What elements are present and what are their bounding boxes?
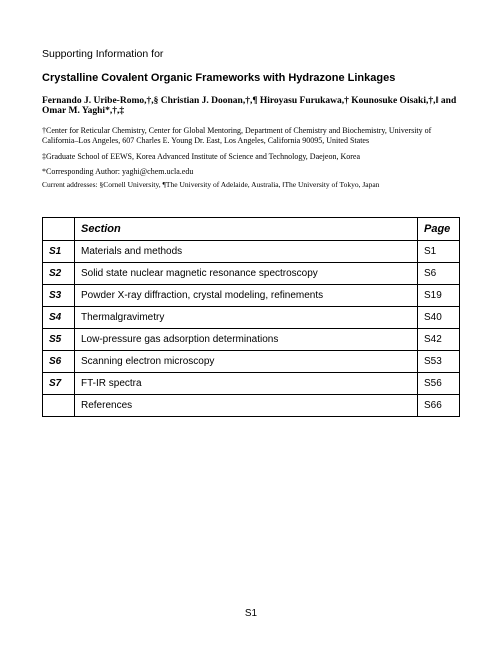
corresponding-author: *Corresponding Author: yaghi@chem.ucla.e… [42,167,460,176]
toc-table: Section Page S1 Materials and methods S1… [42,217,460,417]
toc-row-id: S4 [43,307,75,329]
toc-row-id [43,395,75,417]
toc-row: References S66 [43,395,460,417]
toc-row-id: S7 [43,373,75,395]
toc-row: S2 Solid state nuclear magnetic resonanc… [43,263,460,285]
toc-row-page: S53 [418,351,460,373]
toc-row-section: Low-pressure gas adsorption determinatio… [75,329,418,351]
affiliation-2: ‡Graduate School of EEWS, Korea Advanced… [42,152,460,162]
toc-row-id: S1 [43,241,75,263]
toc-header-row: Section Page [43,218,460,241]
toc-row-page: S1 [418,241,460,263]
toc-row-page: S6 [418,263,460,285]
toc-row-id: S2 [43,263,75,285]
toc-row-section: References [75,395,418,417]
toc-row-section: FT-IR spectra [75,373,418,395]
toc-row-section: Materials and methods [75,241,418,263]
toc-row-id: S5 [43,329,75,351]
page-number: S1 [245,608,257,619]
toc-row: S4 Thermalgravimetry S40 [43,307,460,329]
toc-row-section: Solid state nuclear magnetic resonance s… [75,263,418,285]
toc-row-id: S6 [43,351,75,373]
toc-row: S3 Powder X-ray diffraction, crystal mod… [43,285,460,307]
toc-row: S6 Scanning electron microscopy S53 [43,351,460,373]
affiliation-1: †Center for Reticular Chemistry, Center … [42,126,460,147]
authors: Fernando J. Uribe-Romo,†,§ Christian J. … [42,96,460,116]
toc-row-id: S3 [43,285,75,307]
toc-row-section: Thermalgravimetry [75,307,418,329]
toc-row-section: Scanning electron microscopy [75,351,418,373]
toc-header-page: Page [418,218,460,241]
page-title: Crystalline Covalent Organic Frameworks … [42,72,460,84]
toc-row: S7 FT-IR spectra S56 [43,373,460,395]
toc-row-page: S40 [418,307,460,329]
supporting-info-label: Supporting Information for [42,48,460,60]
toc-row-page: S66 [418,395,460,417]
toc-row: S5 Low-pressure gas adsorption determina… [43,329,460,351]
toc-row: S1 Materials and methods S1 [43,241,460,263]
toc-header-id [43,218,75,241]
current-addresses: Current addresses: §Cornell University, … [42,180,460,189]
toc-row-section: Powder X-ray diffraction, crystal modeli… [75,285,418,307]
toc-row-page: S19 [418,285,460,307]
toc-row-page: S56 [418,373,460,395]
toc-header-section: Section [75,218,418,241]
toc-row-page: S42 [418,329,460,351]
